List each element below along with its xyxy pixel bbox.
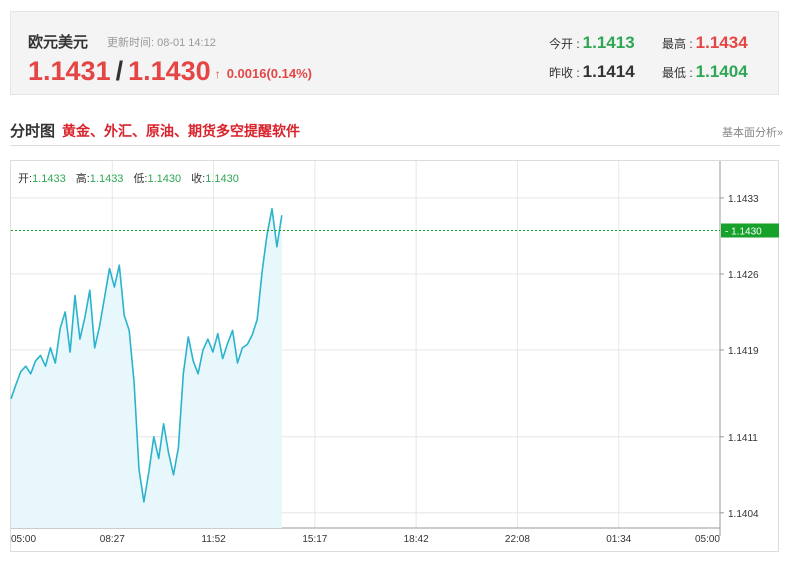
price-line (10, 208, 283, 503)
stat-open-value: 1.1413 (582, 33, 635, 52)
ohlc-open-label: 开: (18, 173, 33, 185)
current-price-label: - 1.1430 (725, 226, 762, 237)
bid-price: 1.1431 (28, 56, 111, 86)
ohlc-open-value: 1.1433 (32, 173, 66, 185)
ohlc-readout: 开:1.1433 高:1.1433 低:1.1430 收:1.1430 (18, 170, 249, 186)
arrow-up-icon: ↑ (214, 67, 221, 81)
stat-prev-close: 昨收 :1.1414 (549, 62, 635, 82)
stat-open-label: 今开 : (549, 37, 580, 51)
update-time: 更新时间: 08-01 14:12 (107, 37, 216, 49)
x-tick-label: 11:52 (201, 534, 226, 545)
quote-panel: 欧元美元 更新时间: 08-01 14:12 1.1431/1.1430 ↑ 0.0… (10, 11, 779, 95)
ohlc-high-label: 高: (75, 173, 90, 185)
x-tick-label: 22:08 (505, 534, 530, 545)
section-title: 分时图 (10, 123, 56, 140)
price-area (11, 208, 282, 529)
x-tick-label: 08:27 (100, 534, 125, 545)
stat-high: 最高 :1.1434 (662, 33, 748, 53)
stat-prev-close-label: 昨收 : (549, 66, 580, 80)
x-tick-label: 18:42 (404, 534, 429, 545)
x-tick-label: 15:17 (302, 534, 327, 545)
price-change: 0.0016(0.14%) (226, 66, 312, 81)
y-tick-label: 1.1419 (728, 346, 759, 357)
fundamental-analysis-link[interactable]: 基本面分析» (722, 127, 784, 139)
ohlc-high-value: 1.1433 (89, 173, 124, 185)
stat-low-label: 最低 : (662, 66, 693, 80)
ohlc-close-value: 1.1430 (205, 173, 239, 185)
y-tick-label: 1.1411 (728, 433, 758, 444)
stat-low-value: 1.1404 (695, 62, 748, 81)
ohlc-close-label: 收: (191, 173, 206, 185)
pair-name: 欧元美元 (28, 34, 89, 51)
ohlc-low-value: 1.1430 (147, 173, 182, 185)
section-divider (10, 145, 780, 146)
chart-frame (10, 160, 779, 552)
x-tick-label: 05:00 (695, 534, 720, 545)
stat-prev-close-value: 1.1414 (582, 62, 635, 81)
ohlc-low-label: 低: (133, 173, 148, 185)
y-tick-label: 1.1404 (728, 509, 759, 520)
y-tick-label: 1.1426 (728, 270, 759, 281)
promo-link[interactable]: 黄金、外汇、原油、期货多空提醒软件 (62, 123, 300, 139)
current-price-tag (721, 223, 779, 238)
ask-price: 1.1430 (128, 56, 211, 86)
y-tick-label: 1.1433 (728, 194, 759, 205)
stat-high-value: 1.1434 (695, 33, 748, 52)
price-separator: / (115, 56, 124, 86)
stat-open: 今开 :1.1413 (549, 33, 635, 53)
x-tick-label: 05:00 (11, 534, 36, 545)
stat-high-label: 最高 : (662, 37, 693, 51)
x-tick-label: 01:34 (606, 534, 631, 545)
stat-low: 最低 :1.1404 (662, 62, 748, 82)
price-row: 1.1431/1.1430 ↑ 0.0016(0.14%) (28, 56, 312, 87)
